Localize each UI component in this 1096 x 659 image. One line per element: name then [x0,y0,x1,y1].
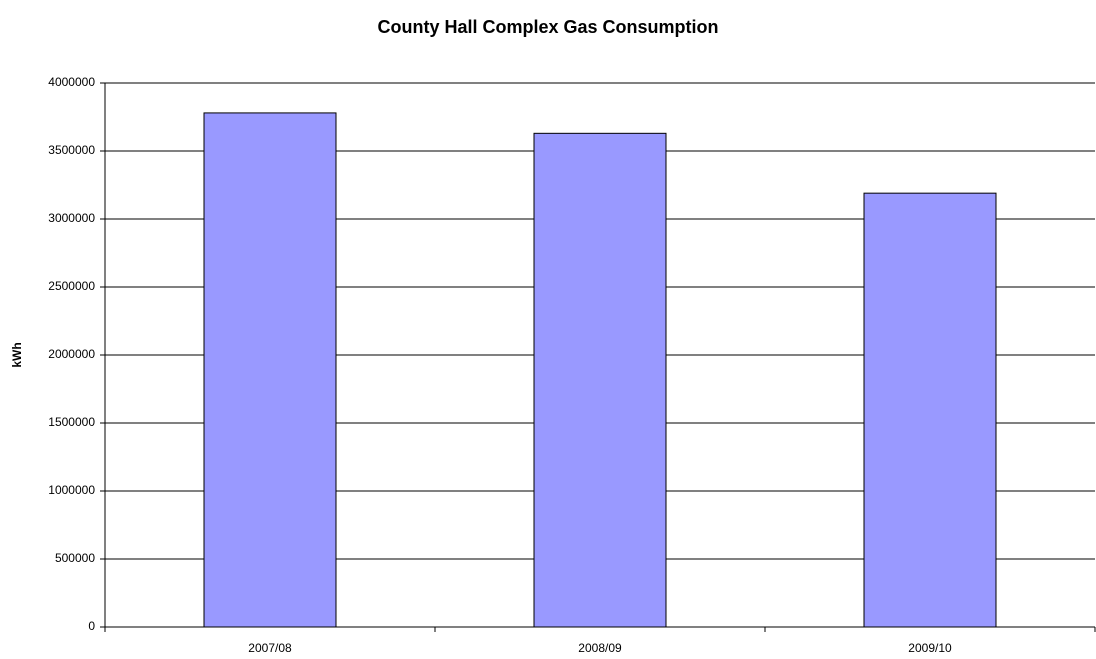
y-tick-label: 1000000 [48,483,95,497]
x-tick-label: 2007/08 [248,641,292,655]
y-axis-label: kWh [10,342,24,367]
y-tick-label: 4000000 [48,75,95,89]
y-tick-label: 3500000 [48,143,95,157]
y-tick-label: 1500000 [48,415,95,429]
x-tick-label: 2009/10 [908,641,952,655]
bar [203,112,337,628]
chart-title: County Hall Complex Gas Consumption [377,17,718,37]
x-tick-label: 2008/09 [578,641,622,655]
y-tick-label: 3000000 [48,211,95,225]
bar [863,192,997,628]
bar [533,132,667,628]
y-tick-label: 500000 [55,551,95,565]
y-tick-label: 2000000 [48,347,95,361]
y-tick-label: 2500000 [48,279,95,293]
y-tick-label: 0 [88,619,95,633]
